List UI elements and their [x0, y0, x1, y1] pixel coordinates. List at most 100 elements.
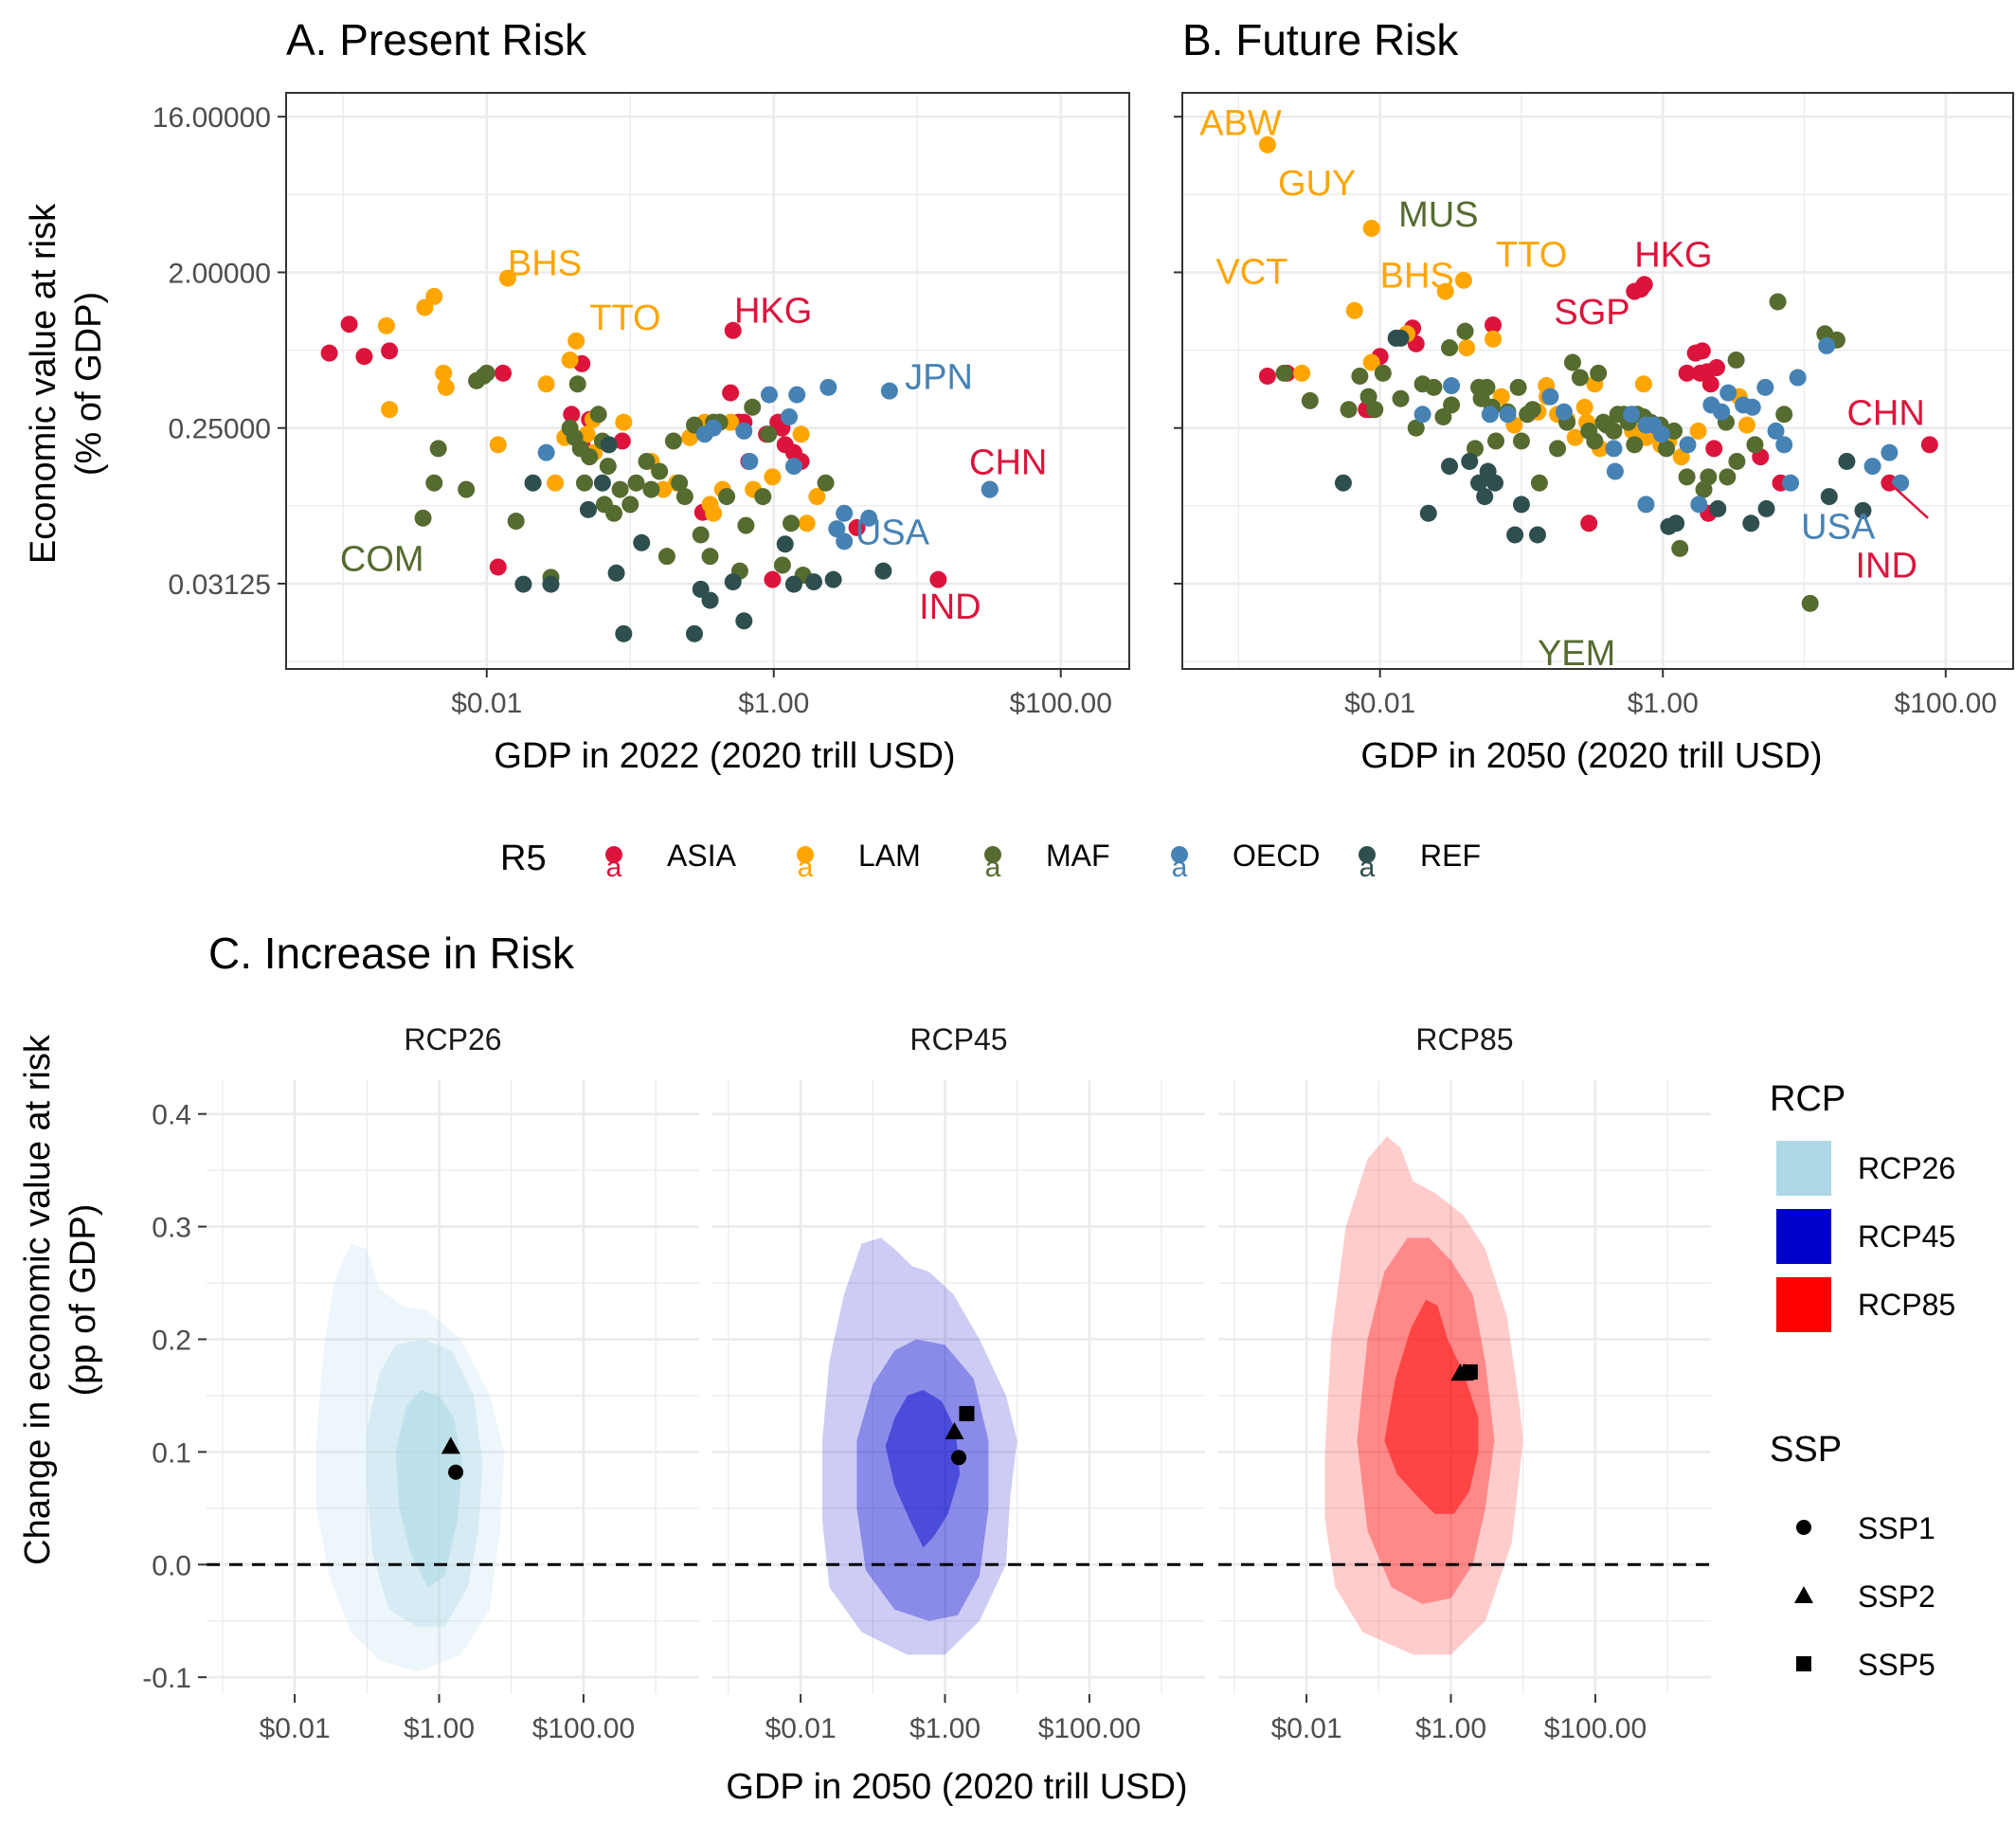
rcp-legend-swatch	[1776, 1209, 1831, 1264]
panel-b-point-ref	[1528, 526, 1546, 544]
panel-b-point-lam	[1345, 301, 1363, 319]
panel-a-point-maf	[737, 516, 755, 534]
density-level-3	[395, 1390, 463, 1587]
panel-a-point-lam	[425, 287, 443, 305]
panel-a-point-maf	[425, 474, 443, 492]
panel-b-country-label: VCT	[1215, 252, 1287, 292]
panel-a-point-oecd	[705, 419, 723, 437]
panel-a-point-maf	[605, 504, 623, 522]
panel-a-point-ref	[615, 624, 633, 642]
panel-b-point-maf	[1407, 419, 1425, 437]
panel-b-point-oecd	[1555, 403, 1573, 421]
panel-b-x-tick-label: $0.01	[1344, 688, 1415, 719]
panel-b-point-lam	[1293, 364, 1311, 382]
panel-b-point-ref	[1667, 514, 1685, 532]
panel-a-point-lam	[808, 488, 826, 506]
panel-a-point-ref	[874, 562, 892, 580]
panel-c-ylabel-line2: (pp of GDP)	[63, 1204, 103, 1397]
panel-b-point-oecd	[1892, 474, 1910, 492]
ssp-legend-square	[1796, 1656, 1811, 1671]
panel-a-point-lam	[381, 401, 399, 419]
ssp1-point	[448, 1464, 464, 1480]
panel-b-point-maf	[1678, 468, 1696, 486]
panel-a-point-lam	[764, 468, 782, 486]
panel-b-point-oecd	[1756, 378, 1774, 396]
panel-a-point-asia	[381, 342, 399, 360]
panel-b-point-maf	[1434, 407, 1452, 425]
panel-b-point-lam	[1689, 422, 1707, 440]
panel-a-point-oecd	[784, 458, 802, 476]
facet-strip-label: RCP85	[1415, 1022, 1513, 1056]
panel-a-country-label: HKG	[734, 292, 812, 332]
panel-a-point-oecd	[836, 532, 854, 551]
panel-a-x-tick-label: $1.00	[738, 688, 809, 719]
panel-b-point-oecd	[1413, 406, 1431, 424]
panel-a-point-lam	[792, 425, 810, 443]
panel-c-xlabel: GDP in 2050 (2020 trill USD)	[726, 1767, 1187, 1807]
panel-a-point-oecd	[836, 504, 854, 522]
panel-a-point-ref	[824, 570, 842, 588]
r5-legend-key-point	[797, 846, 814, 863]
panel-a-point-maf	[671, 474, 689, 492]
panel-b-point-asia	[1580, 514, 1598, 532]
panel-a-point-ref	[600, 436, 618, 454]
panel-b-point-asia	[1920, 436, 1938, 454]
r5-legend-title: R5	[500, 839, 547, 878]
facet-x-tick-label: $0.01	[765, 1713, 837, 1744]
panel-b-x-tick-label: $100.00	[1895, 688, 1997, 719]
panel-b-point-lam	[1454, 271, 1472, 289]
ssp-legend-triangle	[1794, 1586, 1813, 1603]
panel-b-country-label: ABW	[1199, 104, 1282, 144]
facet-x-tick-label: $0.01	[1271, 1713, 1342, 1744]
panel-b-point-maf	[1340, 401, 1358, 419]
panel-a-country-label: USA	[855, 513, 930, 552]
panel-a-point-maf	[611, 480, 629, 498]
panel-a-country-label: JPN	[905, 358, 973, 398]
panel-a-point-maf	[754, 488, 772, 506]
panel-a-point-maf	[477, 364, 495, 382]
panel-a-xlabel: GDP in 2022 (2020 trill USD)	[494, 736, 955, 776]
panel-a-point-lam	[489, 436, 507, 454]
panel-a-point-ref	[514, 575, 532, 593]
facet-x-tick-label: $100.00	[1544, 1713, 1647, 1744]
panel-a-point-ref	[542, 575, 560, 593]
panel-b-point-asia	[1484, 316, 1502, 334]
panel-a-point-lam	[798, 514, 816, 532]
r5-legend-key-point	[1359, 846, 1376, 863]
panel-a-point-asia	[320, 344, 338, 362]
panel-a-point-maf	[744, 398, 762, 416]
panel-a-point-asia	[563, 406, 581, 424]
panel-b-point-maf	[1530, 474, 1548, 492]
density-level-1	[822, 1237, 1017, 1655]
facet-strip-label: RCP26	[404, 1022, 501, 1056]
panel-a-point-maf	[692, 526, 710, 544]
panel-b-point-maf	[1801, 594, 1819, 612]
rcp-legend-label: RCP45	[1858, 1219, 1955, 1254]
panel-b-point-ref	[1392, 329, 1410, 347]
panel-a-point-maf	[414, 509, 432, 527]
panel-b-point-lam	[1362, 353, 1380, 371]
r5-legend: R5 a ASIA a LAM a MAF a OECD a REF	[500, 839, 1481, 883]
panel-b-point-oecd	[1775, 436, 1793, 454]
ssp5-point	[959, 1405, 975, 1421]
panel-b-country-label: HKG	[1634, 236, 1712, 276]
panel-b-point-lam	[1362, 219, 1380, 237]
panel-a-point-maf	[638, 452, 656, 470]
panel-b-point-maf	[1626, 436, 1644, 454]
panel-a-point-maf	[627, 474, 645, 492]
panel-a-point-lam	[435, 364, 453, 382]
panel-b-point-maf	[1775, 406, 1793, 424]
panel-a-point-lam	[655, 480, 673, 498]
panel-a-point-lam	[377, 316, 395, 334]
panel-a-point-asia	[495, 364, 513, 382]
panel-b-xlabel: GDP in 2050 (2020 trill USD)	[1360, 736, 1822, 776]
panel-b-point-maf	[1351, 367, 1369, 385]
panel-a-point-asia	[340, 316, 358, 334]
panel-a-title: A. Present Risk	[286, 15, 587, 64]
panel-a-point-ref	[593, 474, 611, 492]
panel-b-point-ref	[1470, 474, 1488, 492]
panel-b-point-ref	[1512, 496, 1530, 514]
